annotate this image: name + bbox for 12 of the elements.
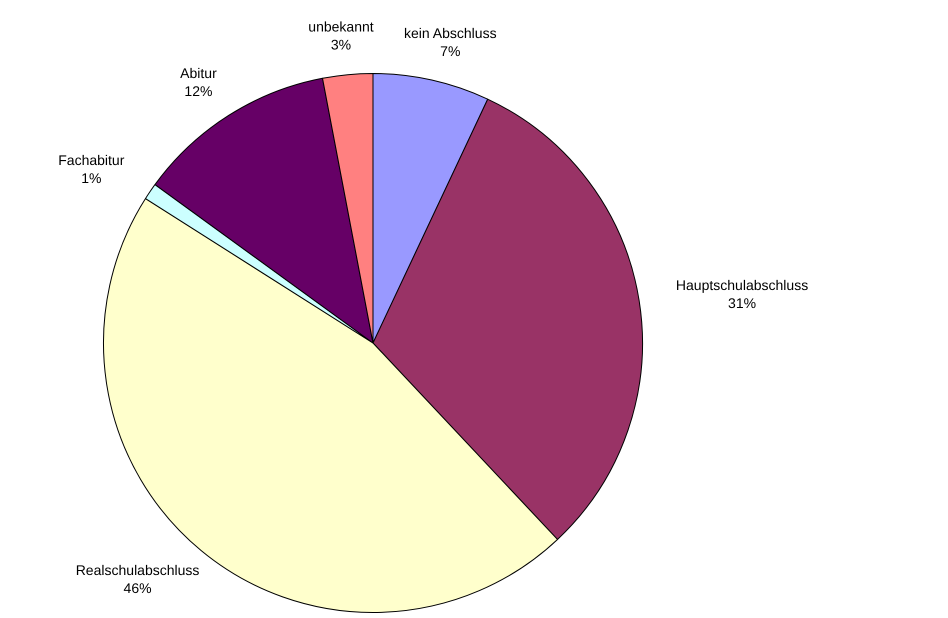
data-label: 46% <box>124 580 152 596</box>
slice-label: kein Abschluss <box>404 24 497 41</box>
data-label: 1% <box>81 170 102 186</box>
slice-label: Realschulabschluss <box>76 562 200 578</box>
slice-label: Abitur <box>180 65 218 82</box>
slice-label: Hauptschulabschluss <box>676 276 808 293</box>
data-label: 7% <box>440 42 460 59</box>
data-label: 12% <box>184 83 212 100</box>
data-label: 31% <box>728 294 756 311</box>
data-label: 3% <box>330 36 352 53</box>
slice-label: unbekannt <box>308 18 374 35</box>
slice-label: Fachabitur <box>58 152 125 168</box>
